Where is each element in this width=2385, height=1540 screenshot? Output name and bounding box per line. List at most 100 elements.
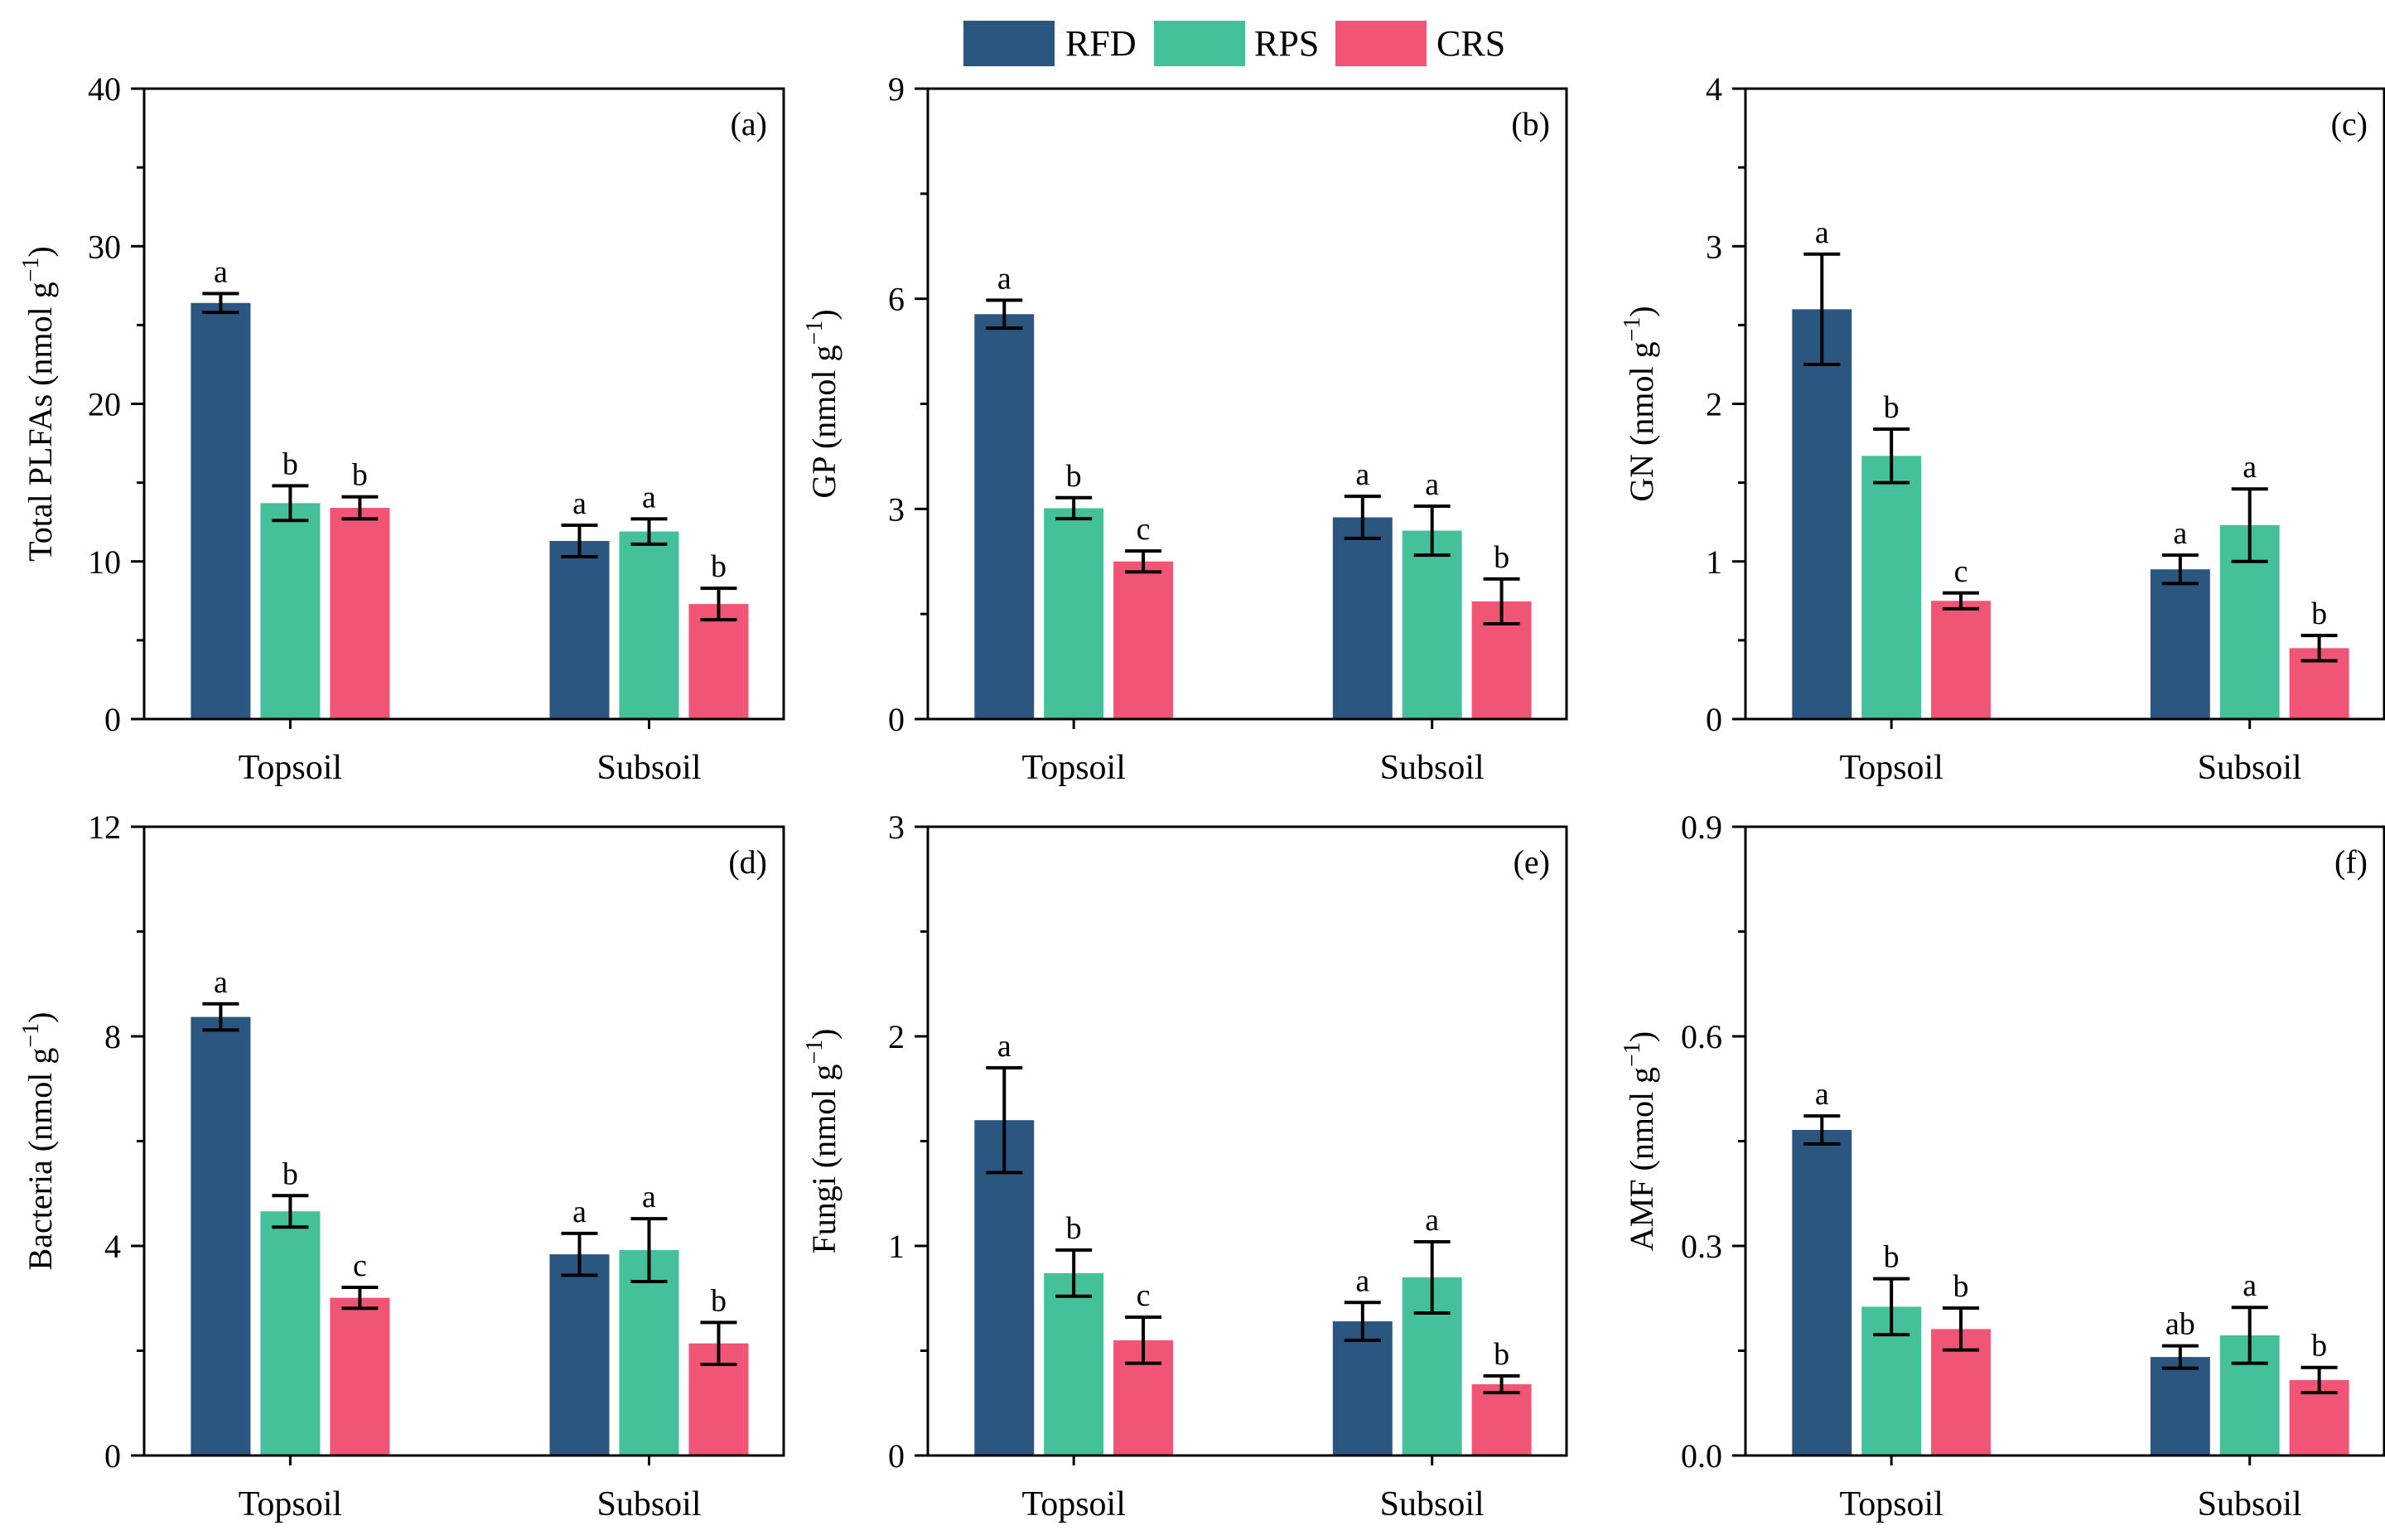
panel-e-y-axis: 0 1 2 3 [888, 809, 928, 1475]
ylabel-close: ) [22, 1012, 59, 1023]
panel-d-ytick-label: 12 [88, 809, 121, 846]
legend-item-rps: RPS [1154, 21, 1319, 66]
panel-c-ytick-label: 1 [1706, 543, 1722, 581]
ylabel-superscript: −1 [18, 257, 44, 282]
panel-c-subsoil-rfd-sig-label: a [2173, 516, 2187, 551]
panel-f-subsoil-rfd-error-bar [2161, 1344, 2199, 1370]
panel-e-tag: (e) [1514, 843, 1550, 881]
panel-b-subsoil-rps-error-bar [1413, 504, 1451, 558]
panel-c-xlabel-subsoil: Subsoil [2198, 749, 2302, 787]
panel-a-ytick-label: 10 [88, 543, 121, 581]
panel-f-y-axis: 0.0 0.3 0.6 0.9 [1681, 809, 1745, 1475]
panel-b-topsoil-rps-sig-label: b [1066, 459, 1082, 494]
panel-e-ytick-label: 2 [888, 1018, 905, 1055]
panel-a-subsoil-rps-error-bar [630, 517, 668, 546]
panel-e-subsoil-crs-error-bar [1483, 1373, 1520, 1395]
panel-c-tag: (c) [2331, 105, 2368, 142]
panel-c-xlabel-topsoil: Topsoil [1839, 749, 1943, 787]
ylabel-main: AMF (nmol g [1623, 1067, 1660, 1251]
panel-d-xlabel-subsoil: Subsoil [596, 1485, 701, 1523]
panel-c-ytick-label: 0 [1706, 701, 1722, 738]
legend-item-crs: CRS [1335, 21, 1505, 66]
ylabel-superscript: −1 [18, 1023, 44, 1048]
panel-b-xlabel-subsoil: Subsoil [1380, 749, 1485, 787]
panel-c-subsoil-crs-error-bar [2301, 634, 2338, 663]
panel-a-ytick-label: 40 [88, 70, 121, 108]
panel-a-ylabel: Total PLFAs (nmol g−1) [18, 246, 59, 562]
legend-swatch-rps [1154, 21, 1245, 66]
panel-a-topsoil-crs-error-bar [341, 495, 379, 521]
panel-e-xlabel-subsoil: Subsoil [1380, 1485, 1485, 1523]
panel-d-topsoil-rps-sig-label: b [282, 1156, 298, 1191]
panel-b-subsoil-crs-sig-label: b [1494, 540, 1509, 575]
panel-e-ylabel: Fungi (nmol g−1) [802, 1028, 842, 1253]
panel-a-ytick-label: 20 [88, 386, 121, 423]
ylabel-superscript: −1 [1620, 317, 1645, 342]
panel-c-topsoil-crs-sig-label: c [1954, 554, 1968, 589]
panel-e-ytick-label: 3 [888, 809, 905, 846]
panel-b-ytick-label: 9 [888, 70, 905, 108]
panel-e-topsoil-rps-bar [1044, 1272, 1104, 1456]
ylabel-main: GP (nmol g [805, 345, 842, 498]
panel-d-topsoil-rps-error-bar [272, 1194, 309, 1229]
panel-b-subsoil-rfd-bar [1332, 517, 1393, 719]
panel-f-xlabel-topsoil: Topsoil [1839, 1485, 1943, 1523]
panel-e-subsoil-rps-error-bar [1413, 1239, 1451, 1315]
ylabel-close: ) [1623, 1031, 1660, 1042]
panel-a-topsoil-rfd-error-bar [202, 292, 239, 315]
panel-f-topsoil-rfd-sig-label: a [1815, 1077, 1829, 1112]
panel-d-xlabel-topsoil: Topsoil [239, 1485, 342, 1523]
panel-d-ytick-label: 4 [104, 1228, 121, 1265]
panel-b-ylabel: GP (nmol g−1) [802, 309, 842, 498]
panel-c-subsoil-rfd-bar [2150, 569, 2210, 719]
panel-b-subsoil-rps-bar [1402, 530, 1462, 719]
panel-f-topsoil-rps-sig-label: b [1884, 1240, 1900, 1275]
panel-f-topsoil-crs-sig-label: b [1953, 1269, 1969, 1304]
panel-a-tag: (a) [731, 105, 767, 142]
ylabel-superscript: −1 [802, 321, 828, 345]
panel-e-topsoil-crs-error-bar [1125, 1316, 1162, 1365]
panel-a-topsoil-crs-bar [330, 508, 390, 719]
panel-a-topsoil-rps-sig-label: b [282, 447, 298, 481]
panel-d-subsoil-rps-sig-label: a [642, 1180, 656, 1214]
panel-f-topsoil-rfd-error-bar [1803, 1114, 1841, 1146]
panel-e-subsoil-rfd-sig-label: a [1355, 1263, 1369, 1298]
panel-c-y-axis: 0 1 2 3 4 [1706, 70, 1745, 738]
legend-swatch-rfd [963, 21, 1055, 66]
panel-d: a b c Topsoil a a b Subsoil 0 4 8 12 (d) Bacteria (nm… [18, 809, 785, 1523]
panel-f-ylabel: AMF (nmol g−1) [1620, 1031, 1660, 1251]
panel-a-subsoil-rfd-bar [549, 541, 610, 719]
panel-c-topsoil-crs-error-bar [1943, 591, 1980, 611]
panel-f-ytick-label: 0.9 [1681, 809, 1722, 846]
panel-b-subsoil-crs-error-bar [1483, 577, 1520, 626]
panel-d-subsoil-rfd-error-bar [561, 1231, 598, 1277]
panel-b-ytick-label: 3 [888, 490, 905, 528]
panel-b-tag: (b) [1511, 105, 1550, 142]
panel-d-subsoil-rfd-bar [549, 1254, 610, 1456]
panel-a-xlabel-topsoil: Topsoil [239, 749, 342, 787]
panel-b-y-axis: 0 3 6 9 [888, 70, 928, 738]
panel-a-subsoil-rfd-sig-label: a [572, 486, 587, 521]
panels: a b b Topsoil a a b Subsoil 0 10 20 30 40 (a) Total PL… [18, 70, 2385, 1523]
panel-c-ytick-label: 4 [1706, 70, 1722, 108]
panel-e-subsoil-crs-sig-label: b [1494, 1337, 1509, 1372]
panel-e-xlabel-topsoil: Topsoil [1021, 1485, 1125, 1523]
panel-e-subsoil-rps-sig-label: a [1425, 1203, 1439, 1238]
panel-d-topsoil-rps-bar [260, 1211, 321, 1456]
panel-d-topsoil-crs-error-bar [341, 1285, 379, 1311]
panel-a-topsoil-rps-bar [260, 503, 321, 719]
legend-label-crs: CRS [1436, 23, 1505, 64]
panel-c: a b c Topsoil a a b Subsoil 0 1 2 3 4 (c) GN (nmol g−1… [1620, 70, 2385, 787]
panel-e-topsoil-crs-sig-label: c [1137, 1278, 1151, 1313]
legend-item-rfd: RFD [963, 21, 1137, 66]
panel-b: a b c Topsoil a a b Subsoil 0 3 6 9 (b) GP (nmol g−1) [802, 70, 1568, 787]
panel-c-subsoil-rfd-error-bar [2161, 553, 2199, 586]
panel-d-topsoil-crs-sig-label: c [353, 1248, 367, 1283]
panel-a-subsoil-crs-sig-label: b [711, 549, 727, 584]
ylabel-close: ) [805, 309, 842, 320]
panel-a-topsoil-crs-sig-label: b [352, 458, 368, 493]
panel-b-topsoil-crs-error-bar [1125, 549, 1162, 574]
panel-b-topsoil-rps-bar [1044, 508, 1104, 719]
panel-e-subsoil-rfd-error-bar [1344, 1301, 1381, 1342]
panel-a-ytick-label: 30 [88, 228, 121, 265]
